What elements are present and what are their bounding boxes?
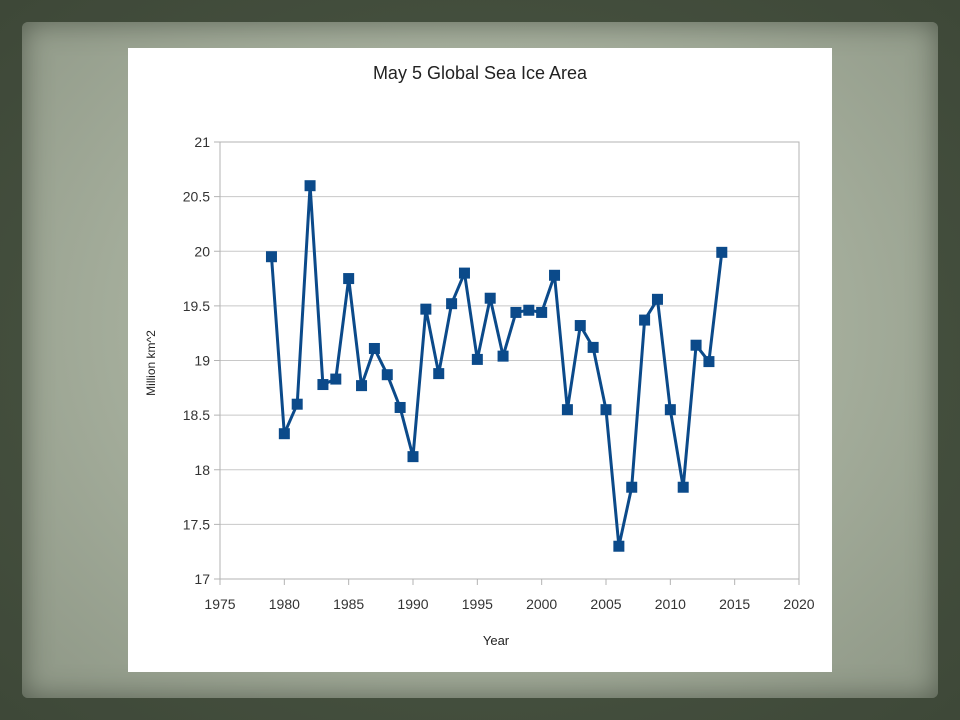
x-tick-label: 1990 [397,596,428,612]
data-point-1989 [394,401,406,413]
y-tick-label: 17 [194,571,210,587]
data-point-1983 [317,379,329,391]
data-point-1981 [291,398,303,410]
data-point-1998 [510,306,522,318]
y-tick-label: 20 [194,243,210,259]
data-point-2009 [651,293,663,305]
x-tick-label: 2015 [719,596,750,612]
x-tick-label: 2010 [655,596,686,612]
y-tick-label: 18 [194,462,210,478]
data-point-1987 [368,342,380,354]
data-point-1999 [523,304,535,316]
data-point-1980 [278,428,290,440]
x-tick-label: 1985 [333,596,364,612]
x-tick-label: 1975 [204,596,235,612]
data-point-2005 [600,404,612,416]
chart-title: May 5 Global Sea Ice Area [373,63,588,83]
y-tick-label: 18.5 [183,407,210,423]
chart-panel: May 5 Global Sea Ice Area 17 17.5 18 18.5 19… [128,48,832,672]
data-point-2002 [561,404,573,416]
data-point-2007 [626,481,638,493]
y-tick-label: 17.5 [183,516,210,532]
data-point-2006 [613,540,625,552]
y-axis-label: Million km^2 [144,330,158,396]
data-point-1982 [304,180,316,192]
x-tick-label: 2005 [590,596,621,612]
data-point-1997 [497,350,509,362]
x-tick-label: 1980 [269,596,300,612]
data-point-1988 [381,369,393,381]
data-point-1991 [420,303,432,315]
y-tick-label: 20.5 [183,189,210,205]
x-axis-label: Year [483,633,510,648]
data-point-2000 [536,306,548,318]
data-point-1990 [407,451,419,463]
data-point-1985 [343,273,355,285]
data-point-2013 [703,356,715,368]
data-point-2004 [587,341,599,353]
data-point-1979 [265,251,277,263]
data-point-1994 [458,267,470,279]
y-tick-label: 21 [194,134,210,150]
data-point-2008 [639,314,651,326]
data-point-1993 [446,298,458,310]
data-series [265,180,728,552]
series-line [270,184,724,548]
data-point-2010 [664,404,676,416]
x-tick-label: 2020 [783,596,814,612]
x-tick-label: 1995 [462,596,493,612]
data-point-2001 [549,269,561,281]
data-point-1986 [356,380,368,392]
y-axis-ticks: 17 17.5 18 18.5 19 19.5 20 20.5 21 [183,134,220,587]
x-tick-label: 2000 [526,596,557,612]
y-tick-label: 19 [194,353,210,369]
data-point-1996 [484,292,496,304]
data-point-2003 [574,320,586,332]
data-point-1992 [433,368,445,380]
x-axis-ticks: 1975 1980 1985 1990 1995 2000 2005 2010 2015 2020 [204,579,815,612]
data-point-2012 [690,339,702,351]
data-point-2011 [677,481,689,493]
y-tick-label: 19.5 [183,298,210,314]
data-point-1984 [330,373,342,385]
data-point-2014 [716,246,728,258]
line-chart: May 5 Global Sea Ice Area 17 17.5 18 18.5 19… [144,63,815,648]
data-point-1995 [471,353,483,365]
